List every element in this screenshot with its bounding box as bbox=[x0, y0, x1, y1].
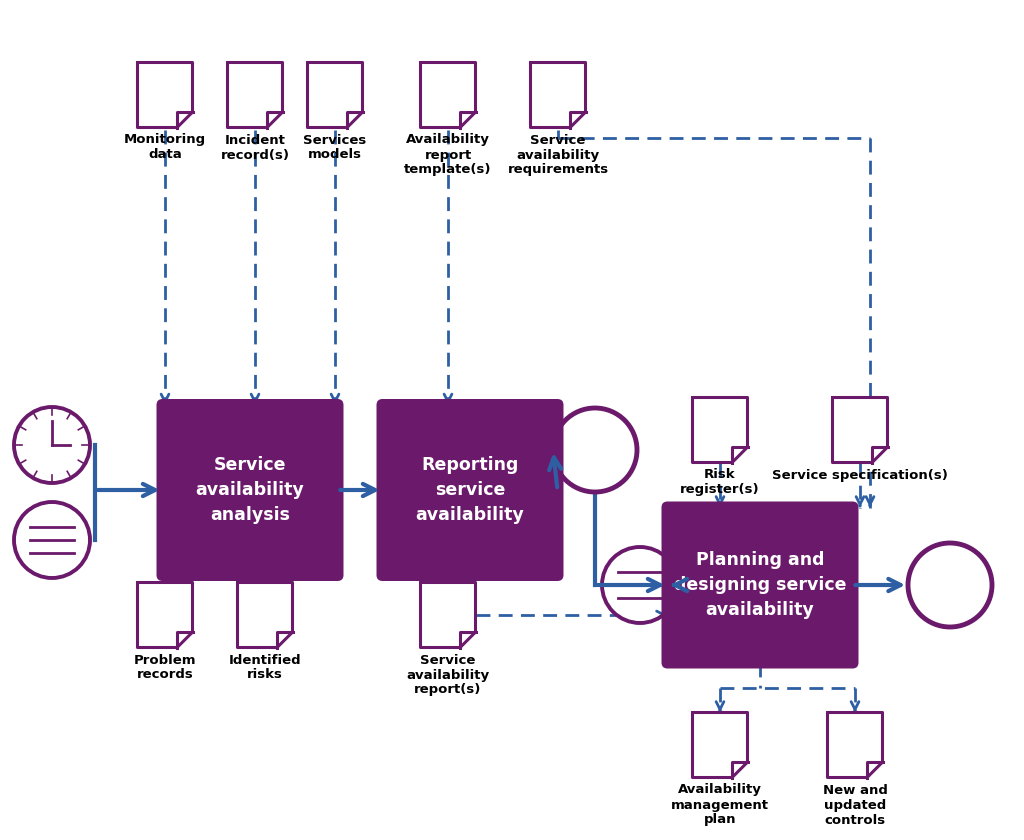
Polygon shape bbox=[307, 62, 362, 128]
Text: Service
availability
report(s): Service availability report(s) bbox=[407, 654, 489, 696]
FancyBboxPatch shape bbox=[662, 501, 858, 669]
Polygon shape bbox=[692, 397, 748, 463]
Text: Availability
management
plan: Availability management plan bbox=[671, 784, 769, 827]
Circle shape bbox=[908, 543, 992, 627]
Text: Incident
record(s): Incident record(s) bbox=[220, 134, 290, 161]
Polygon shape bbox=[692, 712, 748, 778]
Polygon shape bbox=[137, 582, 193, 648]
Text: Problem
records: Problem records bbox=[134, 654, 197, 681]
Polygon shape bbox=[421, 62, 475, 128]
Polygon shape bbox=[421, 582, 475, 648]
Text: Planning and
designing service
availability: Planning and designing service availabil… bbox=[674, 551, 846, 619]
Text: Monitoring
data: Monitoring data bbox=[124, 134, 206, 161]
Polygon shape bbox=[227, 62, 283, 128]
Polygon shape bbox=[827, 712, 883, 778]
Text: Risk
register(s): Risk register(s) bbox=[680, 469, 760, 496]
Polygon shape bbox=[530, 62, 586, 128]
Polygon shape bbox=[238, 582, 293, 648]
Circle shape bbox=[14, 407, 90, 483]
Text: Identified
risks: Identified risks bbox=[228, 654, 301, 681]
Text: New and
updated
controls: New and updated controls bbox=[822, 784, 888, 827]
Polygon shape bbox=[137, 62, 193, 128]
FancyBboxPatch shape bbox=[157, 399, 343, 581]
Text: Services
models: Services models bbox=[303, 134, 367, 161]
Circle shape bbox=[602, 547, 678, 623]
Circle shape bbox=[553, 408, 637, 492]
Text: Availability
report
template(s): Availability report template(s) bbox=[404, 134, 492, 176]
Circle shape bbox=[14, 502, 90, 578]
Text: Service
availability
analysis: Service availability analysis bbox=[196, 456, 304, 524]
Text: Service
availability
requirements: Service availability requirements bbox=[508, 134, 608, 176]
Text: Reporting
service
availability: Reporting service availability bbox=[416, 456, 524, 524]
FancyBboxPatch shape bbox=[377, 399, 563, 581]
Text: Service specification(s): Service specification(s) bbox=[772, 469, 948, 481]
Polygon shape bbox=[833, 397, 888, 463]
